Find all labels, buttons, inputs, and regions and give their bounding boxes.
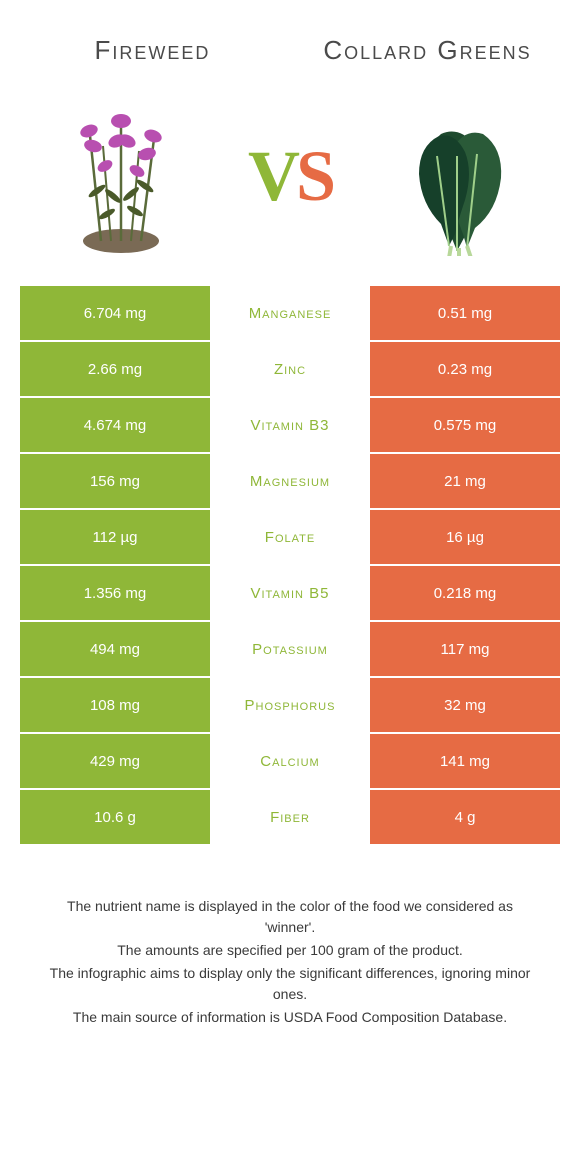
nutrient-name-cell: Magnesium xyxy=(210,454,370,508)
footnote-line: The amounts are specified per 100 gram o… xyxy=(45,940,535,961)
nutrient-name-cell: Folate xyxy=(210,510,370,564)
left-value-cell: 1.356 mg xyxy=(20,566,210,620)
nutrient-name-cell: Fiber xyxy=(210,790,370,844)
right-value-cell: 117 mg xyxy=(370,622,560,676)
table-row: 10.6 gFiber4 g xyxy=(20,790,560,844)
right-value-cell: 0.575 mg xyxy=(370,398,560,452)
left-food-title: Fireweed xyxy=(15,35,290,66)
right-value-cell: 32 mg xyxy=(370,678,560,732)
nutrient-name-cell: Potassium xyxy=(210,622,370,676)
hero-row: VS xyxy=(15,76,565,286)
footnote-line: The main source of information is USDA F… xyxy=(45,1007,535,1028)
table-row: 2.66 mgZinc0.23 mg xyxy=(20,342,560,396)
vs-s-letter: S xyxy=(296,136,332,216)
right-value-cell: 0.23 mg xyxy=(370,342,560,396)
nutrient-name-cell: Phosphorus xyxy=(210,678,370,732)
vs-v-letter: V xyxy=(248,136,296,216)
table-row: 1.356 mgVitamin B50.218 mg xyxy=(20,566,560,620)
right-value-cell: 141 mg xyxy=(370,734,560,788)
footnote-line: The nutrient name is displayed in the co… xyxy=(45,896,535,938)
right-food-title: Collard Greens xyxy=(290,35,565,66)
nutrient-name-cell: Manganese xyxy=(210,286,370,340)
left-value-cell: 494 mg xyxy=(20,622,210,676)
nutrient-name-cell: Vitamin B3 xyxy=(210,398,370,452)
collard-greens-icon xyxy=(374,91,544,261)
right-value-cell: 0.51 mg xyxy=(370,286,560,340)
table-row: 429 mgCalcium141 mg xyxy=(20,734,560,788)
nutrient-name-cell: Calcium xyxy=(210,734,370,788)
table-row: 108 mgPhosphorus32 mg xyxy=(20,678,560,732)
footnotes: The nutrient name is displayed in the co… xyxy=(15,846,565,1060)
left-value-cell: 112 µg xyxy=(20,510,210,564)
left-value-cell: 108 mg xyxy=(20,678,210,732)
infographic-container: Fireweed Collard Greens xyxy=(0,0,580,1075)
left-value-cell: 10.6 g xyxy=(20,790,210,844)
left-value-cell: 6.704 mg xyxy=(20,286,210,340)
vs-label: VS xyxy=(248,135,332,218)
left-value-cell: 2.66 mg xyxy=(20,342,210,396)
right-value-cell: 0.218 mg xyxy=(370,566,560,620)
nutrient-name-cell: Zinc xyxy=(210,342,370,396)
nutrient-table: 6.704 mgManganese0.51 mg2.66 mgZinc0.23 … xyxy=(20,286,560,844)
table-row: 112 µgFolate16 µg xyxy=(20,510,560,564)
fireweed-icon xyxy=(36,91,206,261)
table-row: 494 mgPotassium117 mg xyxy=(20,622,560,676)
table-row: 4.674 mgVitamin B30.575 mg xyxy=(20,398,560,452)
right-value-cell: 16 µg xyxy=(370,510,560,564)
table-row: 156 mgMagnesium21 mg xyxy=(20,454,560,508)
table-row: 6.704 mgManganese0.51 mg xyxy=(20,286,560,340)
nutrient-name-cell: Vitamin B5 xyxy=(210,566,370,620)
footnote-line: The infographic aims to display only the… xyxy=(45,963,535,1005)
left-value-cell: 4.674 mg xyxy=(20,398,210,452)
right-value-cell: 4 g xyxy=(370,790,560,844)
left-value-cell: 429 mg xyxy=(20,734,210,788)
titles-row: Fireweed Collard Greens xyxy=(15,15,565,76)
left-value-cell: 156 mg xyxy=(20,454,210,508)
right-value-cell: 21 mg xyxy=(370,454,560,508)
